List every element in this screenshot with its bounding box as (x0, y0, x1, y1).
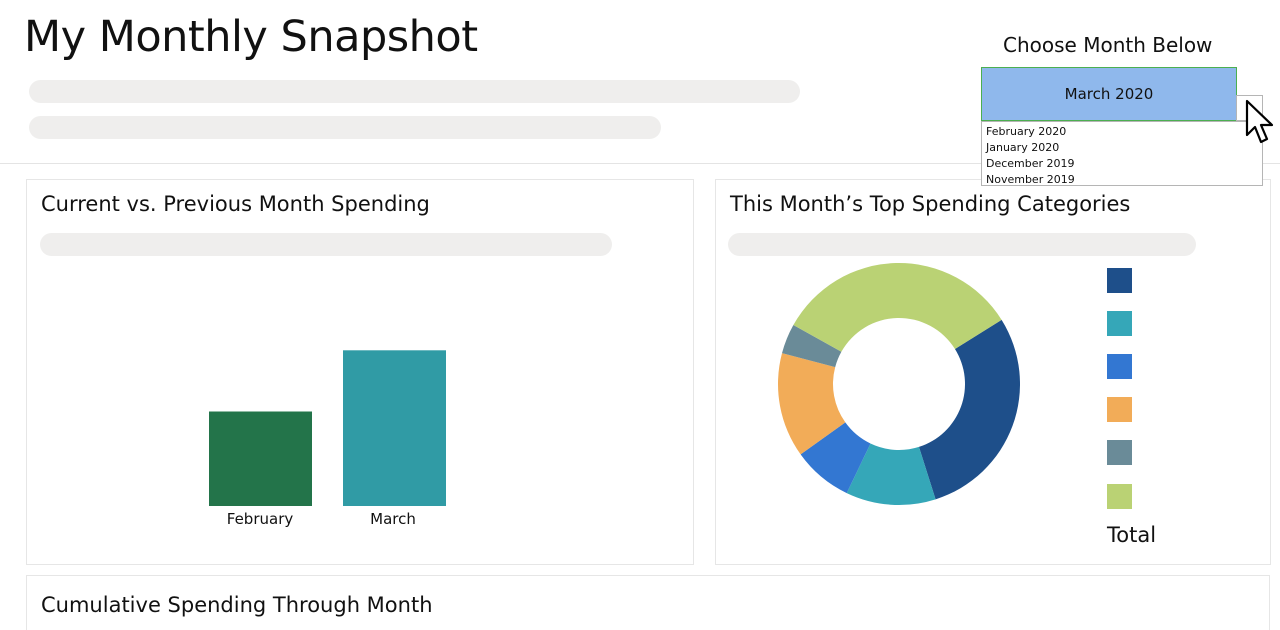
bar-label-february: February (226, 510, 294, 528)
header-divider (0, 163, 1280, 164)
month-option[interactable]: February 2020 (986, 125, 1067, 138)
month-select[interactable]: March 2020 (981, 67, 1237, 121)
legend-swatch-6 (1107, 484, 1132, 509)
legend-swatch-2 (1107, 311, 1132, 336)
month-picker-label: Choose Month Below (1003, 33, 1213, 57)
legend-swatch-5 (1107, 440, 1132, 465)
categories-card-title: This Month’s Top Spending Categories (730, 192, 1131, 216)
bar-label-march: March (370, 510, 416, 528)
page-title: My Monthly Snapshot (24, 12, 478, 62)
legend-total-label: Total (1107, 523, 1157, 547)
cumulative-card-title: Cumulative Spending Through Month (41, 593, 433, 617)
donut-slice-4 (778, 353, 846, 455)
bar-march (343, 350, 446, 506)
donut-slice-2 (846, 443, 936, 505)
donut-slice-1 (918, 319, 1020, 500)
month-dropdown-list: February 2020 January 2020 December 2019… (981, 121, 1263, 186)
mouse-pointer-icon (1245, 99, 1274, 144)
description-placeholder-2 (29, 116, 661, 139)
legend-swatch-3 (1107, 354, 1132, 379)
bar-february (209, 411, 312, 506)
month-select-value: March 2020 (1064, 85, 1154, 103)
comparison-subtitle-placeholder (40, 233, 612, 256)
month-option[interactable]: December 2019 (986, 157, 1075, 170)
comparison-bar-chart (209, 350, 446, 506)
legend-swatch-1 (1107, 268, 1132, 293)
categories-subtitle-placeholder (728, 233, 1196, 256)
cumulative-card (26, 575, 1270, 630)
category-donut-chart (778, 263, 1020, 505)
comparison-card-title: Current vs. Previous Month Spending (41, 192, 430, 216)
month-option[interactable]: January 2020 (986, 141, 1060, 154)
donut-slice-3 (800, 422, 871, 494)
donut-slice-5 (782, 324, 842, 368)
donut-slice-6 (793, 263, 1002, 352)
legend-swatch-4 (1107, 397, 1132, 422)
description-placeholder-1 (29, 80, 800, 103)
month-option[interactable]: November 2019 (986, 173, 1075, 186)
